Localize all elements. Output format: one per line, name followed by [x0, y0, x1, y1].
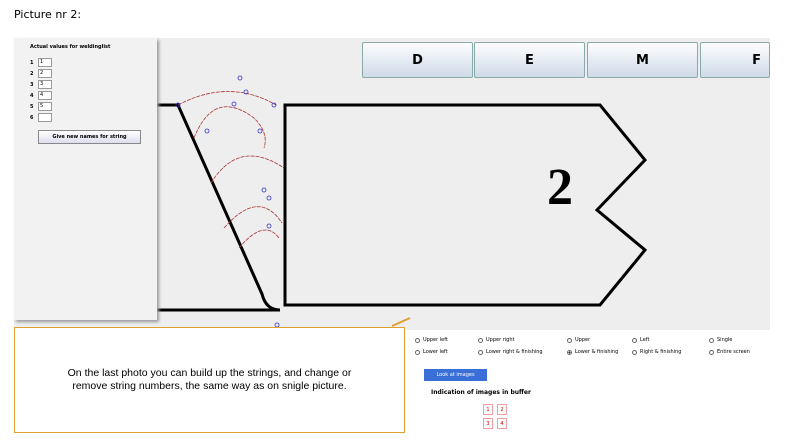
outline	[157, 103, 281, 312]
callout: On the last photo you can build up the s…	[14, 327, 405, 433]
buffer-title: Indication of images in buffer	[431, 389, 531, 396]
row-input[interactable]	[38, 113, 52, 122]
drawing-label: 2	[547, 159, 573, 216]
tab-button[interactable]: F	[700, 42, 770, 78]
outline	[283, 103, 648, 307]
rename-button[interactable]: Give new names for string	[38, 130, 141, 144]
row-input[interactable]: 4	[38, 91, 52, 100]
radio-label: Left	[640, 337, 650, 343]
weld-arc	[210, 155, 285, 184]
row-label: 4	[30, 93, 34, 99]
radio-button[interactable]	[478, 337, 483, 343]
radio-button[interactable]	[709, 349, 714, 355]
radio-button[interactable]	[415, 349, 420, 355]
buffer-cell: 4	[497, 418, 507, 429]
weld-arc	[223, 206, 283, 229]
radio-label: Single	[717, 337, 733, 343]
radio-option[interactable]: Entire screen	[709, 349, 750, 355]
radio-label: Lower & finishing	[575, 349, 619, 355]
radio-option[interactable]: Lower left	[415, 349, 448, 355]
weld-drawing: 2	[157, 75, 648, 328]
callout-text: On the last photo you can build up the s…	[67, 367, 352, 392]
row-label: 2	[30, 71, 34, 77]
radio-label: Entire screen	[717, 349, 750, 355]
radio-label: Upper	[575, 337, 591, 343]
weld-arc	[177, 91, 277, 106]
row-input[interactable]: 2	[38, 69, 52, 78]
radio-option[interactable]: Upper	[567, 337, 590, 343]
buffer-cell: 3	[483, 418, 493, 429]
row-label: 1	[30, 60, 34, 66]
radio-button[interactable]	[632, 349, 637, 355]
radio-button[interactable]	[567, 349, 572, 355]
tab-button[interactable]: E	[474, 42, 585, 78]
radio-label: Lower left	[423, 349, 448, 355]
row-input[interactable]: 3	[38, 80, 52, 89]
tab-button[interactable]: M	[587, 42, 698, 78]
radio-label: Upper left	[423, 337, 448, 343]
row-label: 5	[30, 104, 34, 110]
callout-pointer	[391, 317, 411, 327]
page-title: Picture nr 2:	[14, 8, 82, 21]
tab-button[interactable]: D	[362, 42, 473, 78]
radio-option[interactable]: Upper left	[415, 337, 448, 343]
radio-button[interactable]	[567, 337, 572, 343]
radio-option[interactable]: Lower right & finishing	[478, 349, 543, 355]
row-input[interactable]: 5	[38, 102, 52, 111]
row-input[interactable]: 1	[38, 58, 52, 67]
radio-button[interactable]	[632, 337, 637, 343]
radio-label: Upper right	[486, 337, 515, 343]
radio-option[interactable]: Upper right	[478, 337, 514, 343]
radio-button[interactable]	[415, 337, 420, 343]
buffer-cell: 2	[497, 404, 507, 415]
buffer-cell: 1	[483, 404, 493, 415]
radio-option[interactable]: Left	[632, 337, 649, 343]
radio-label: Right & finishing	[640, 349, 682, 355]
radio-option[interactable]: Right & finishing	[632, 349, 681, 355]
radio-button[interactable]	[709, 337, 714, 343]
radio-button[interactable]	[478, 349, 483, 355]
panel-title: Actual values for weldinglist	[30, 44, 111, 50]
weld-arc	[238, 229, 280, 249]
weld-arc	[193, 106, 266, 149]
row-label: 6	[30, 115, 34, 121]
radio-option[interactable]: Single	[709, 337, 732, 343]
row-label: 3	[30, 82, 34, 88]
look-button[interactable]: Look at images	[424, 369, 487, 381]
radio-option[interactable]: Lower & finishing	[567, 349, 618, 355]
radio-label: Lower right & finishing	[486, 349, 543, 355]
